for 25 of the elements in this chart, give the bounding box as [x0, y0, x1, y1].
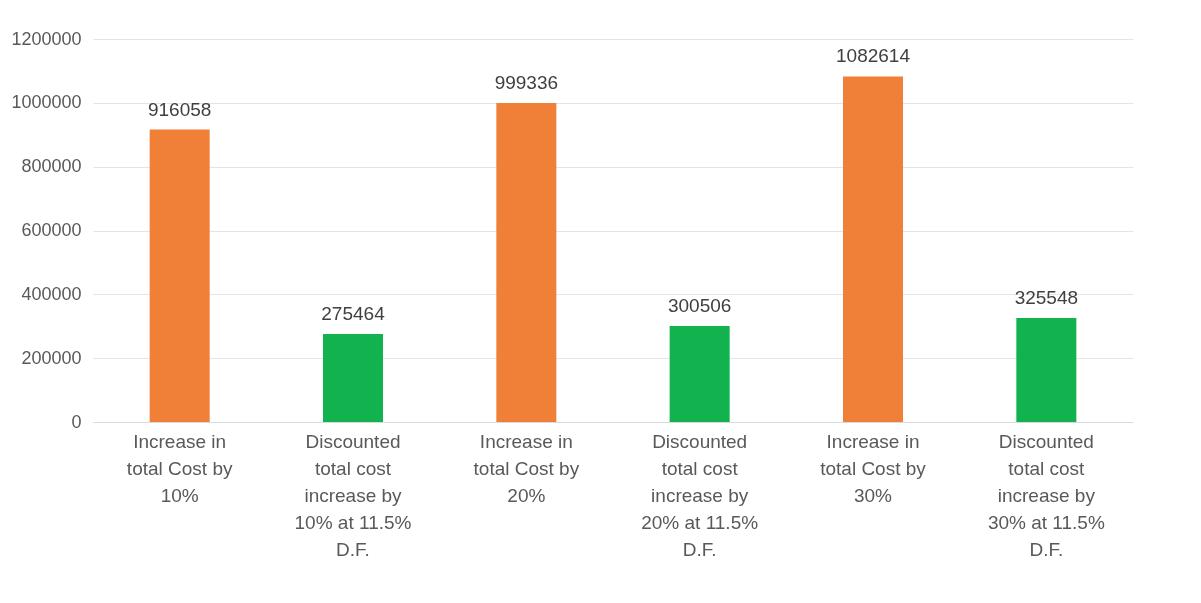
bar: [669, 326, 730, 422]
x-tick-label: Discounted total cost increase by 30% at 11.5% D.F.: [987, 430, 1105, 560]
data-label: 325548: [1014, 287, 1079, 309]
y-tick-label: 800000: [21, 156, 82, 177]
bar: [496, 103, 557, 422]
y-tick-label: 400000: [21, 283, 82, 304]
data-label: 300506: [667, 295, 732, 317]
y-tick-label: 1000000: [11, 92, 82, 113]
y-tick-label: 200000: [21, 347, 82, 368]
bar: [1016, 318, 1077, 422]
y-tick-label: 600000: [21, 220, 82, 240]
data-label: 275464: [321, 303, 386, 325]
bar: [149, 129, 210, 422]
x-tick-label: Discounted total cost increase by 10% at 11.5% D.F.: [294, 430, 412, 560]
x-tick-label: Discounted total cost increase by 20% at 11.5% D.F.: [641, 430, 759, 560]
bar: [323, 334, 383, 422]
x-tick-label: Increase in total Cost by 10%: [126, 430, 233, 506]
data-label: 1082614: [836, 45, 911, 67]
y-tick-label: 0: [71, 411, 82, 432]
data-label: 999336: [494, 72, 559, 94]
y-tick-label: 1200000: [11, 28, 82, 49]
data-label: 916058: [147, 98, 212, 120]
bar: [843, 76, 903, 422]
x-tick-label: Increase in total Cost by 20%: [473, 430, 580, 506]
x-tick-label: Increase in total Cost by 30%: [820, 430, 927, 506]
